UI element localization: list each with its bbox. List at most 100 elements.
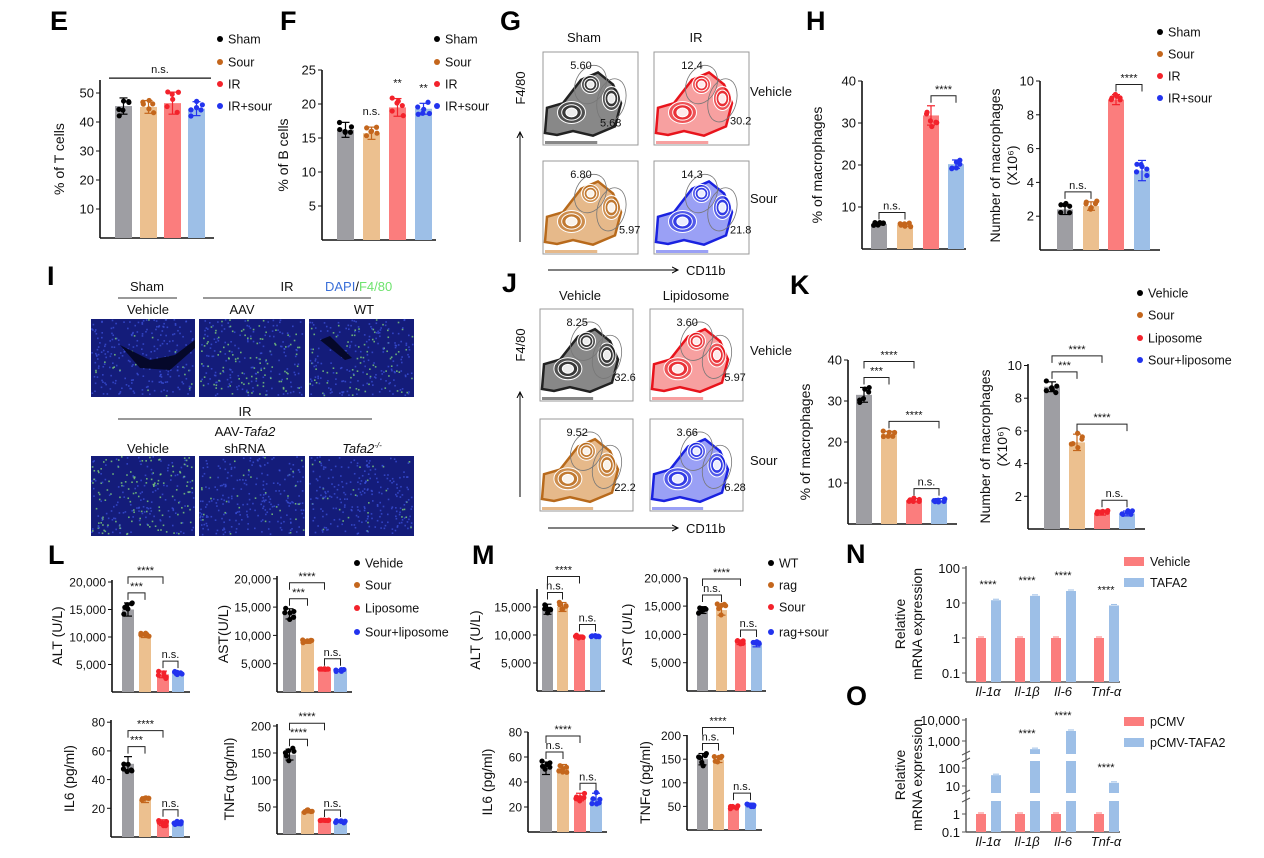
bar-sour: [881, 433, 897, 524]
dapi-signal: [231, 371, 234, 373]
f480-signal: [342, 520, 344, 522]
dapi-signal: [145, 516, 147, 519]
dapi-signal: [394, 371, 396, 374]
dapi-signal: [299, 502, 301, 505]
dapi-signal: [231, 351, 233, 353]
dapi-signal: [277, 503, 280, 506]
dapi-signal: [176, 369, 179, 372]
f480-signal: [367, 521, 369, 524]
dapi-signal: [357, 488, 360, 490]
bar-ir-sour: [415, 108, 432, 240]
dapi-signal: [401, 356, 403, 358]
significance-label: n.s.: [1069, 180, 1087, 192]
f480-signal: [241, 381, 243, 384]
dapi-signal: [398, 513, 401, 516]
dapi-signal: [262, 496, 264, 499]
bar-vehicle: [856, 394, 872, 524]
data-point: [1043, 388, 1049, 394]
dapi-signal: [363, 506, 366, 508]
y-tick-label: 5: [309, 199, 316, 214]
significance-label: ****: [709, 716, 727, 728]
y-tick-label: 20,000: [69, 576, 106, 590]
dapi-signal: [213, 350, 216, 352]
data-point: [198, 107, 204, 113]
dapi-signal: [157, 326, 160, 328]
legend-label: IR+sour: [228, 100, 272, 114]
dapi-signal: [237, 374, 240, 377]
f480-signal: [101, 518, 104, 520]
flow-plot: 6.805.97: [542, 160, 640, 255]
f480-signal: [133, 511, 135, 514]
data-point: [702, 605, 708, 612]
dapi-signal: [154, 489, 157, 492]
f480-signal: [253, 367, 256, 369]
dapi-signal: [278, 490, 281, 492]
dapi-signal: [278, 373, 281, 376]
dapi-signal: [205, 516, 208, 519]
dapi-signal: [288, 532, 291, 534]
significance-label: ****: [1054, 710, 1072, 722]
dapi-signal: [379, 501, 382, 504]
f480-signal: [287, 495, 289, 497]
dapi-signal: [289, 529, 292, 532]
dapi-signal: [150, 501, 153, 503]
f480-signal: [182, 366, 184, 368]
dapi-signal: [99, 342, 101, 344]
dapi-signal: [298, 471, 301, 473]
f480-signal: [355, 387, 358, 390]
dapi-signal: [245, 483, 248, 486]
dapi-signal: [395, 460, 397, 463]
f480-signal: [274, 342, 276, 345]
dapi-signal: [93, 375, 96, 378]
density-peak: [602, 459, 612, 471]
dapi-signal: [109, 340, 111, 342]
dapi-signal: [348, 328, 350, 331]
significance-label: n.s.: [324, 647, 342, 659]
dapi-signal: [159, 344, 162, 347]
dapi-signal: [401, 494, 404, 496]
dapi-signal: [166, 326, 169, 329]
dapi-signal: [167, 467, 169, 469]
dapi-signal: [353, 320, 356, 322]
f480-signal: [282, 388, 285, 390]
dapi-signal: [356, 506, 359, 508]
dapi-signal: [203, 523, 206, 526]
column-label: Vehicle: [559, 288, 601, 303]
y-tick-label: 50: [668, 800, 682, 814]
f480-signal: [351, 394, 354, 396]
dapi-signal: [400, 521, 403, 524]
dapi-signal: [288, 505, 291, 507]
density-peak: [692, 337, 701, 346]
f480-signal: [101, 532, 104, 535]
dapi-signal: [300, 509, 303, 511]
dapi-signal: [361, 490, 364, 493]
dapi-signal: [111, 346, 113, 348]
gate: [680, 431, 713, 471]
bar-ir-sour: [948, 164, 964, 249]
dapi-signal: [162, 326, 165, 328]
dapi-signal: [360, 493, 363, 496]
data-point: [927, 118, 934, 124]
dapi-signal: [208, 487, 210, 490]
dapi-signal: [332, 507, 335, 510]
dapi-signal: [371, 517, 373, 520]
f480-signal: [184, 373, 186, 376]
dapi-signal: [381, 464, 384, 467]
dapi-signal: [111, 319, 114, 322]
dapi-signal: [396, 487, 399, 489]
significance-bracket: [127, 730, 164, 738]
f480-signal: [295, 333, 298, 336]
dapi-signal: [141, 512, 144, 515]
dapi-signal: [167, 370, 170, 373]
bar-vehicle: [976, 638, 986, 682]
y-tick-label: 100: [938, 561, 960, 576]
dapi-signal: [235, 531, 237, 534]
dapi-signal: [404, 375, 407, 378]
data-point: [1053, 389, 1059, 396]
dapi-signal: [138, 519, 141, 522]
dapi-signal: [236, 386, 238, 388]
